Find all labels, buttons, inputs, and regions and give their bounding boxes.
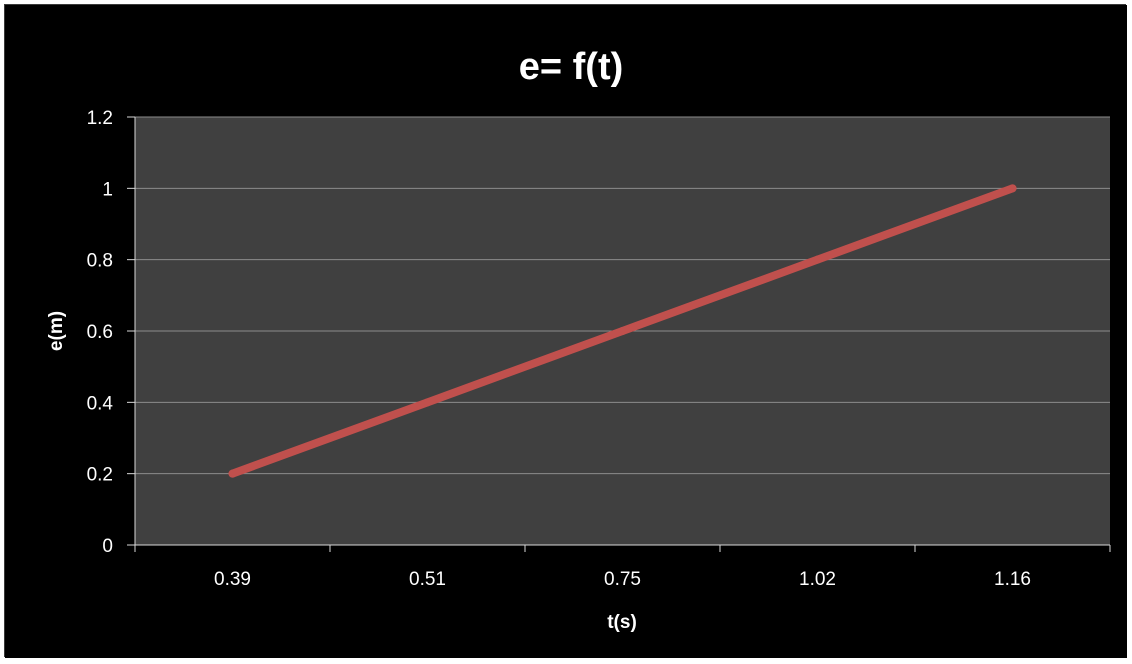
y-tick-labels: 0 0.2 0.4 0.6 0.8 1 1.2	[87, 108, 114, 557]
y-tick-label: 0.6	[87, 322, 113, 343]
y-tick-label: 0	[102, 536, 113, 557]
axes	[127, 116, 1111, 552]
chart-title: e= f(t)	[519, 46, 624, 88]
data-point	[423, 398, 432, 407]
chart-frame: 0 0.2 0.4 0.6 0.8 1 1.2 0.39 0.51 0.75 1.02 1.16 e…	[4, 4, 1127, 658]
x-tick-label: 0.51	[409, 569, 446, 590]
data-point	[228, 469, 237, 478]
x-tick-label: 1.16	[994, 569, 1031, 590]
series-layer	[228, 184, 1017, 478]
data-point	[1008, 184, 1017, 193]
x-axis-title: t(s)	[607, 612, 637, 633]
x-tick-label: 0.39	[214, 569, 251, 590]
y-tick-label: 1.2	[87, 108, 113, 129]
y-tick-label: 0.8	[87, 251, 113, 272]
x-tick-label: 0.75	[604, 569, 641, 590]
y-tick-label: 1	[102, 179, 113, 200]
data-point	[813, 255, 822, 264]
x-tick-labels: 0.39 0.51 0.75 1.02 1.16	[214, 569, 1031, 590]
y-tick-label: 0.4	[87, 393, 114, 414]
y-tick-label: 0.2	[87, 465, 113, 486]
x-tick-label: 1.02	[799, 569, 836, 590]
line-chart: 0 0.2 0.4 0.6 0.8 1 1.2 0.39 0.51 0.75 1.02 1.16 e…	[5, 5, 1127, 658]
y-axis-title: e(m)	[46, 311, 67, 351]
data-point	[618, 327, 627, 335]
